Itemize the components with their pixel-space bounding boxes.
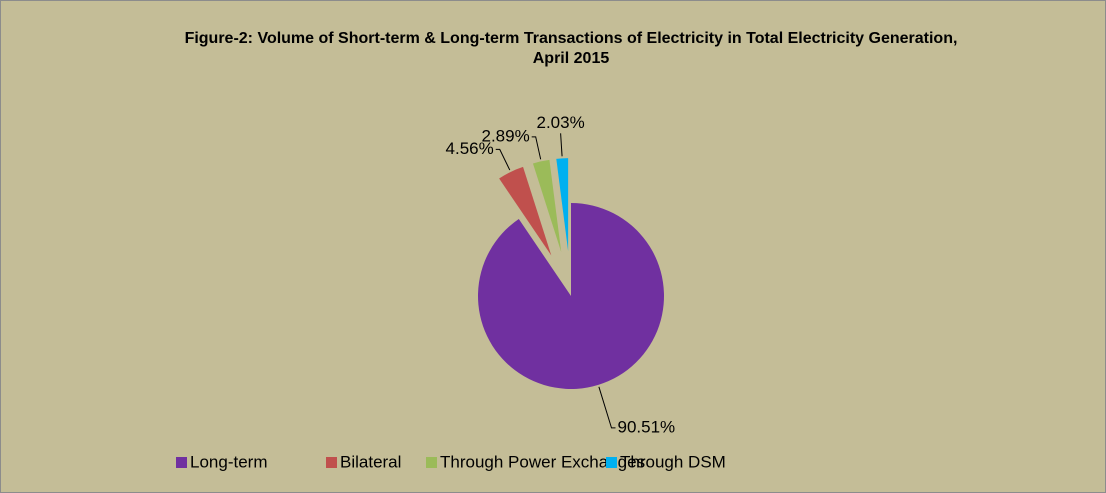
legend-label: Through Power Exchanges bbox=[440, 452, 645, 471]
legend-swatch bbox=[606, 457, 617, 468]
chart-title: Figure-2: Volume of Short-term & Long-te… bbox=[184, 30, 958, 67]
legend-label: Bilateral bbox=[340, 452, 401, 471]
leader-line bbox=[598, 386, 616, 429]
pie-slice bbox=[499, 166, 552, 256]
legend-label: Long-term bbox=[190, 452, 267, 471]
legend-swatch bbox=[426, 457, 437, 468]
pie-slice bbox=[532, 159, 562, 253]
data-label: 2.89% bbox=[481, 126, 529, 145]
legend-swatch bbox=[326, 457, 337, 468]
leader-line bbox=[531, 136, 542, 160]
legend-label: Through DSM bbox=[620, 452, 726, 471]
pie-slice bbox=[478, 203, 664, 389]
leader-line bbox=[495, 148, 511, 171]
pie-slice bbox=[556, 158, 569, 252]
leader-line bbox=[560, 133, 563, 157]
legend-swatch bbox=[176, 457, 187, 468]
data-label: 4.56% bbox=[446, 139, 494, 158]
data-label: 2.03% bbox=[537, 113, 585, 132]
data-label: 90.51% bbox=[617, 417, 675, 436]
